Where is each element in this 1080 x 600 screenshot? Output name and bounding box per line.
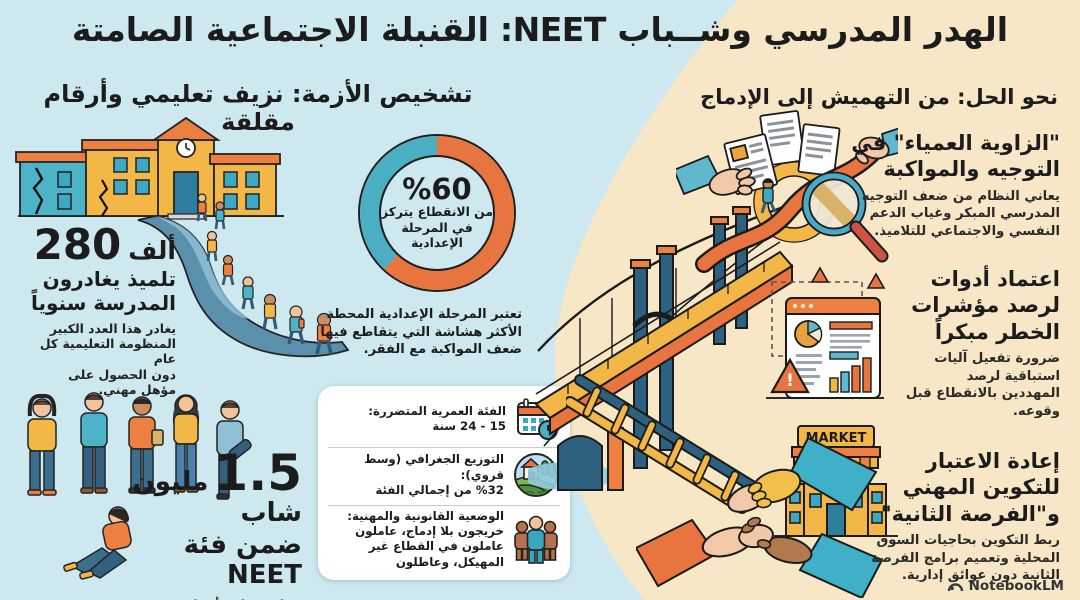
guidance-hands-documents-magnifier-illustration <box>676 110 898 273</box>
solution-item-guidance-title: "الزاوية العمياء" في التوجيه والمواكبة <box>851 131 1060 182</box>
neet-youth-group-illustration <box>27 392 252 580</box>
handshake-cooperation-illustration <box>636 436 882 598</box>
climbing-person-figure <box>760 178 777 214</box>
solution-item-guidance: "الزاوية العمياء" في التوجيه والمواكبة ي… <box>851 130 1060 240</box>
card-row-geography: التوزيع الجغرافي (وسط قروي): %32 من إجما… <box>328 447 560 502</box>
donut-center-label: %60 من الانقطاع يتركز في المرحلة الإعداد… <box>381 157 493 269</box>
dropout-stat-block: ألف 280 تلميذ يغادرون المدرسة سنوياً يغا… <box>30 224 176 397</box>
dropout-stat-number: 280 <box>33 220 122 269</box>
donut-caption: تعتبر المرحلة الإعدادية المحطة الأكثر هش… <box>320 307 522 358</box>
market-sign-text: MARKET <box>806 431 867 446</box>
solution-item-early-warning: اعتماد أدوات لرصد مؤشرات الخطر مبكراً ضر… <box>906 266 1060 420</box>
notebooklm-brand-text: NotebookLM <box>968 578 1064 594</box>
neet-stat-value: 1.5 مليون شاب <box>100 448 303 528</box>
card-row-geography-text: التوزيع الجغرافي (وسط قروي): %32 من إجما… <box>364 452 504 497</box>
card-row-status: الوضعية القانونية والمهنية: خريجون بلا إ… <box>328 504 560 573</box>
risk-dashboard-illustration: ! <box>766 266 886 399</box>
students-leaving-group <box>196 193 333 355</box>
card-row-age: الفئة العمرية المتضررة: 15 - 24 سنة <box>328 393 560 445</box>
solution-item-early-warning-title: اعتماد أدوات لرصد مؤشرات الخطر مبكراً <box>911 267 1060 344</box>
neet-stat-detail: شباب تتراوح أعمارهم بين 15 و24 سنة خارج … <box>100 597 302 600</box>
solution-item-guidance-body: يعاني النظام من ضعف التوجيه المدرسي المب… <box>861 188 1060 239</box>
solution-item-vocational-title: إعادة الاعتبار للتكوين المهني و"الفرصة ا… <box>880 449 1060 526</box>
notebooklm-badge: NotebookLM <box>947 578 1064 594</box>
card-row-status-text: الوضعية القانونية والمهنية: خريجون بلا إ… <box>347 508 504 569</box>
card-row-age-text: الفئة العمرية المتضررة: 15 - 24 سنة <box>368 403 506 434</box>
page-title: الهدر المدرسي وشــباب NEET: القنبلة الاج… <box>71 10 1009 49</box>
solution-item-early-warning-body: ضرورة تفعيل آليات استباقية لرصد المهددين… <box>905 351 1060 419</box>
neet-stat-number: 1.5 <box>213 444 302 502</box>
dropout-stat-unit: ألف <box>128 236 176 265</box>
people-group-icon <box>514 515 558 565</box>
school-dropout-wave-illustration <box>15 116 350 358</box>
dropout-stage-donut-chart: %60 من الانقطاع يتركز في المرحلة الإعداد… <box>360 136 514 290</box>
neet-stat-block: 1.5 مليون شاب ضمن فئة NEET شباب تتراوح أ… <box>100 448 302 600</box>
svg-text:!: ! <box>786 371 794 391</box>
section-title-diagnosis: تشخيص الأزمة: نزيف تعليمي وأرقام مقلقة <box>43 80 473 136</box>
neet-stat-unit: مليون شاب <box>132 467 303 528</box>
dropout-stat-label: تلميذ يغادرون المدرسة سنوياً <box>31 267 176 315</box>
dropout-stat-value: ألف 280 <box>30 224 176 266</box>
section-title-solutions: نحو الحل: من التهميش إلى الإدماج <box>700 85 1058 109</box>
solution-item-vocational: إعادة الاعتبار للتكوين المهني و"الفرصة ا… <box>871 448 1060 585</box>
donut-percent-value: %60 <box>402 172 472 207</box>
notebooklm-logo-icon <box>947 583 963 592</box>
opportunity-ladder-illustration <box>566 374 758 514</box>
dropout-stat-detail: يغادر هذا العدد الكبير المنظومة التعليمي… <box>39 321 176 397</box>
neet-stat-label: ضمن فئة NEET <box>183 530 302 590</box>
solution-item-vocational-body: ربط التكوين بحاجيات السوق المحلية وتعميم… <box>871 533 1060 584</box>
